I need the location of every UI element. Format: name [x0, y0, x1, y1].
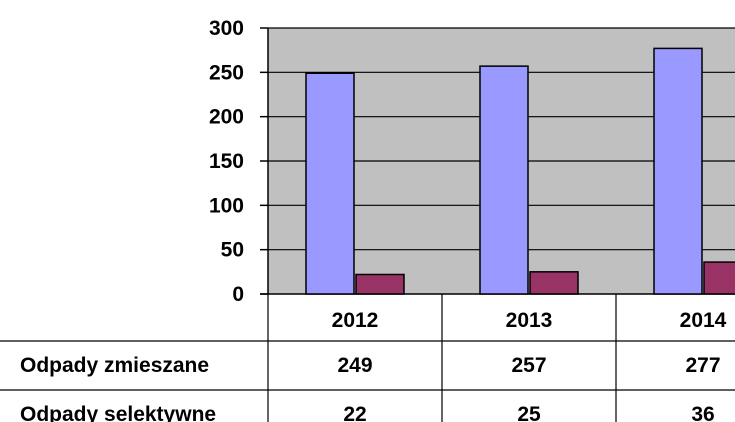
y-tick-label: 250 — [209, 61, 244, 84]
series-name-label: Odpady selektywne — [20, 403, 216, 422]
x-category-label: 2012 — [332, 309, 379, 332]
x-category-label: 2014 — [680, 309, 727, 332]
data-value-label: 257 — [511, 354, 546, 377]
series-name-label: Odpady zmieszane — [20, 354, 209, 377]
data-value-label: 36 — [691, 403, 714, 422]
y-tick-label: 100 — [209, 194, 244, 217]
bar — [653, 47, 703, 295]
y-tick-label: 300 — [209, 17, 244, 40]
bar — [479, 65, 529, 295]
y-tick-label: 150 — [209, 150, 244, 173]
data-value-label: 22 — [343, 403, 366, 422]
bar — [305, 72, 355, 295]
y-axis: 0 50 100 150 200 250 300 — [209, 17, 735, 306]
data-value-label: 277 — [685, 354, 720, 377]
data-value-label: 249 — [337, 354, 372, 377]
data-table: 2012 2013 2014 Odpady zmieszane 249 257 277 Odp… — [0, 294, 735, 422]
bars — [305, 47, 735, 295]
x-category-label: 2013 — [506, 309, 553, 332]
data-value-label: 25 — [517, 403, 541, 422]
bar — [529, 271, 579, 295]
bar — [703, 261, 735, 295]
y-tick-label: 50 — [221, 239, 244, 262]
y-tick-label: 200 — [209, 106, 244, 129]
y-tick-label: 0 — [232, 283, 244, 306]
bar — [355, 273, 405, 295]
